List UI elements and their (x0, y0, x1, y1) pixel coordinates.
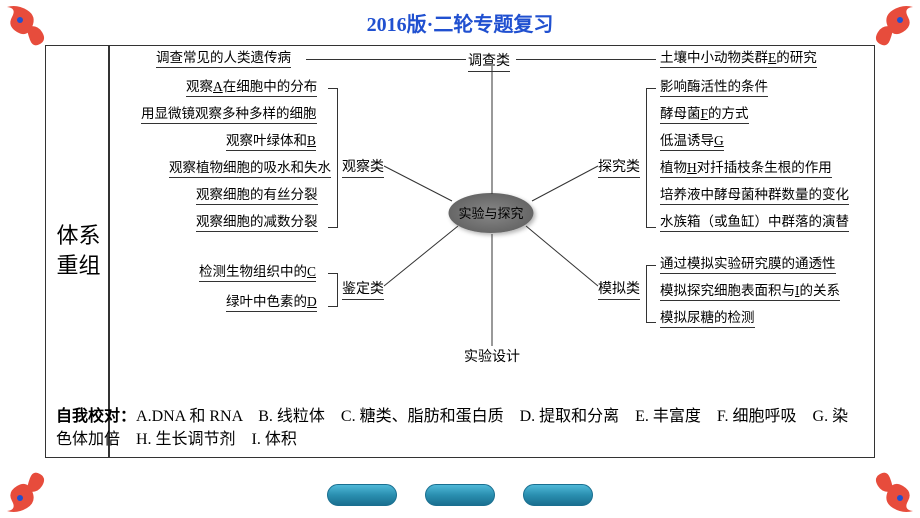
item-exp1: 影响酶活性的条件 (660, 79, 768, 97)
answer-key: 自我校对：A.DNA 和 RNA B. 线粒体 C. 糖类、脂肪和蛋白质 D. … (56, 405, 864, 451)
item-sim2: 模拟探究细胞表面积与I的关系 (660, 283, 840, 301)
item-id1: 检测生物组织中的C (199, 264, 316, 282)
content-frame: 体系 重组 实验与探究 调查类 观察类 鉴定类 探究类 模拟类 实验设计 调查常… (45, 45, 875, 458)
nav-buttons (327, 484, 593, 506)
page-title: 2016版·二轮专题复习 (0, 8, 920, 37)
item-obs1: 观察A在细胞中的分布 (186, 79, 317, 97)
cat-observe: 观察类 (342, 156, 384, 178)
nav-prev-button[interactable] (327, 484, 397, 506)
item-exp5: 培养液中酵母菌种群数量的变化 (660, 187, 849, 205)
cat-design: 实验设计 (464, 346, 520, 367)
item-obs2: 用显微镜观察多种多样的细胞 (141, 106, 317, 124)
item-exp2: 酵母菌F的方式 (660, 106, 749, 124)
item-survey-left: 调查常见的人类遗传病 (156, 50, 291, 68)
item-id2: 绿叶中色素的D (226, 294, 317, 312)
item-sim1: 通过模拟实验研究膜的通透性 (660, 256, 836, 274)
cat-survey: 调查类 (468, 50, 510, 72)
concept-diagram: 实验与探究 调查类 观察类 鉴定类 探究类 模拟类 实验设计 调查常见的人类遗传… (108, 46, 874, 379)
item-survey-right: 土壤中小动物类群E的研究 (660, 50, 817, 68)
item-exp3: 低温诱导G (660, 133, 724, 151)
item-exp6: 水族箱（或鱼缸）中群落的演替 (660, 214, 849, 232)
corner-ornament-bl (2, 466, 52, 516)
center-node: 实验与探究 (449, 193, 534, 233)
side-label: 体系 重组 (56, 221, 101, 283)
item-sim3: 模拟尿糖的检测 (660, 310, 755, 328)
item-obs5: 观察细胞的有丝分裂 (196, 187, 318, 205)
item-obs4: 观察植物细胞的吸水和失水 (169, 160, 331, 178)
item-obs3: 观察叶绿体和B (226, 133, 316, 151)
cat-identify: 鉴定类 (342, 278, 384, 300)
cat-explore: 探究类 (598, 156, 640, 178)
item-obs6: 观察细胞的减数分裂 (196, 214, 318, 232)
cat-simulate: 模拟类 (598, 278, 640, 300)
item-exp4: 植物H对扦插枝条生根的作用 (660, 160, 832, 178)
corner-ornament-br (868, 466, 918, 516)
nav-next-button[interactable] (523, 484, 593, 506)
nav-home-button[interactable] (425, 484, 495, 506)
